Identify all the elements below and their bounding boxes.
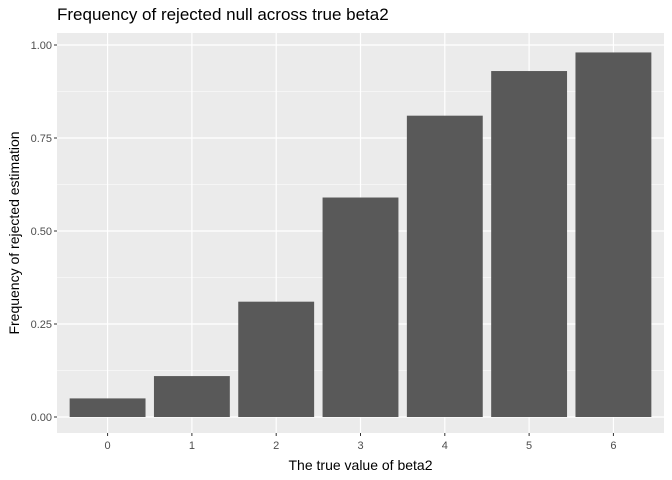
y-tick-label: 0.00 [31,412,52,424]
x-tick-label: 0 [105,440,111,452]
bar-0 [69,398,146,417]
x-tick-label: 3 [357,440,363,452]
bar-1 [153,376,230,417]
bars [69,52,652,418]
x-tick-label: 5 [526,440,532,452]
y-axis: 0.00 0.25 0.50 0.75 1.00 [31,40,57,424]
x-axis-label: The true value of beta2 [289,457,433,473]
y-tick-label: 0.50 [31,226,52,238]
y-axis-label: Frequency of rejected estimation [6,131,22,334]
x-tick-label: 2 [273,440,279,452]
bar-2 [238,301,315,417]
x-tick-label: 4 [442,440,448,452]
x-tick-label: 6 [610,440,616,452]
x-axis: 0 1 2 3 4 5 6 [105,433,616,452]
x-tick-label: 1 [189,440,195,452]
y-tick-label: 0.25 [31,319,52,331]
y-tick-label: 0.75 [31,133,52,145]
bar-5 [491,71,568,417]
bar-3 [322,197,399,417]
bar-4 [406,115,483,418]
bar-6 [575,52,652,417]
y-tick-label: 1.00 [31,40,52,52]
chart-title: Frequency of rejected null across true b… [57,5,389,24]
